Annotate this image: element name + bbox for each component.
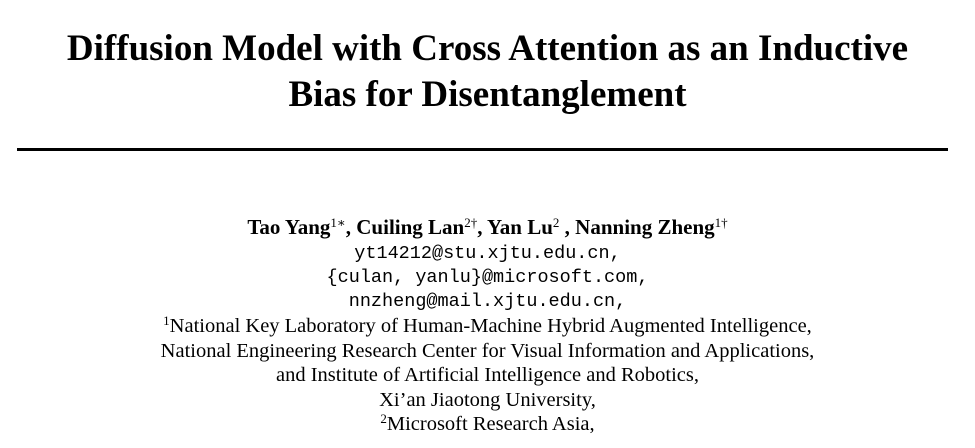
- affiliation: and Institute of Artificial Intelligence…: [0, 363, 975, 388]
- affiliation-text: National Engineering Research Center for…: [160, 339, 815, 362]
- author-marks: 1†: [714, 215, 728, 230]
- author-details: yt14212@stu.xjtu.edu.cn, {culan, yanlu}@…: [0, 242, 975, 437]
- affiliation: 2Microsoft Research Asia,: [0, 412, 975, 437]
- affiliation-text: Xi’an Jiaotong University,: [379, 388, 596, 411]
- author-separator: ,: [559, 215, 576, 239]
- email: {culan, yanlu}@microsoft.com,: [326, 267, 649, 288]
- author-name: Tao Yang: [247, 215, 331, 239]
- author-name: Nanning Zheng: [575, 215, 715, 239]
- paper-title: Diffusion Model with Cross Attention as …: [0, 26, 975, 118]
- title-line-2: Bias for Disentanglement: [288, 74, 687, 115]
- affiliation-text: Microsoft Research Asia,: [386, 413, 595, 435]
- author-name: Yan Lu: [486, 215, 553, 239]
- affiliation-text: National Key Laboratory of Human-Machine…: [169, 315, 812, 337]
- author-name: Cuiling Lan: [356, 215, 465, 239]
- author-marks: 1∗: [330, 215, 346, 230]
- affiliation-mark: 1: [163, 313, 170, 328]
- affiliation: National Engineering Research Center for…: [0, 339, 975, 364]
- affiliation: 1National Key Laboratory of Human-Machin…: [0, 314, 975, 339]
- author-separator: ,: [477, 215, 487, 239]
- author-marks: 2: [552, 215, 560, 230]
- author-separator: ,: [345, 215, 357, 239]
- affiliation-mark: 2: [380, 411, 387, 426]
- email: yt14212@stu.xjtu.edu.cn,: [354, 243, 621, 264]
- affiliation: Xi’an Jiaotong University,: [0, 388, 975, 413]
- affiliation-text: and Institute of Artificial Intelligence…: [276, 364, 699, 386]
- author-list: Tao Yang1∗, Cuiling Lan2†, Yan Lu2 , Nan…: [0, 214, 975, 240]
- title-line-1: Diffusion Model with Cross Attention as …: [66, 28, 909, 69]
- author-marks: 2†: [464, 215, 478, 230]
- title-rule: [17, 148, 948, 151]
- email: nnzheng@mail.xjtu.edu.cn,: [348, 291, 627, 312]
